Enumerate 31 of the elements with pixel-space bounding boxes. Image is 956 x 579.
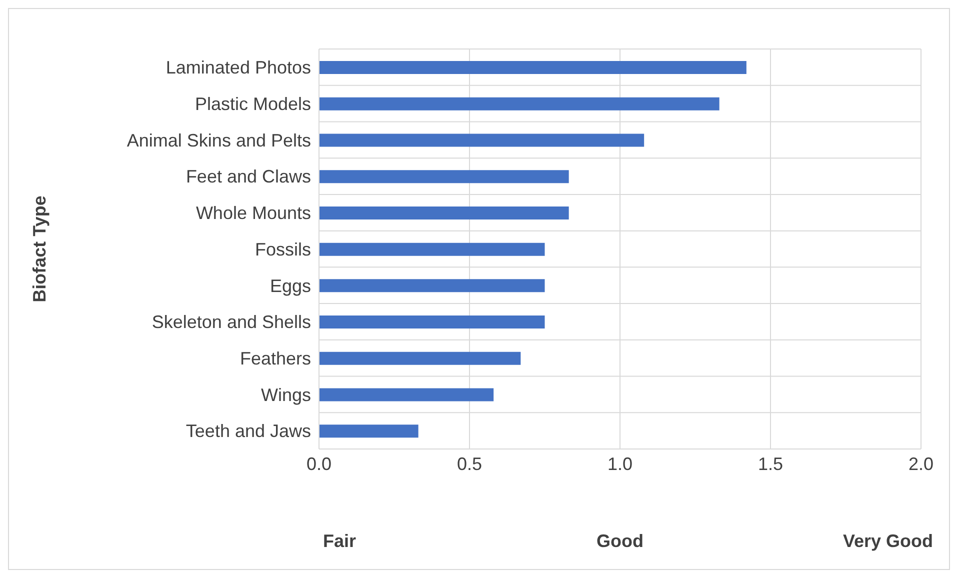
y-tick-label: Fossils bbox=[254, 239, 311, 260]
bar bbox=[319, 424, 418, 438]
y-axis-title: Biofact Type bbox=[29, 196, 50, 302]
bar bbox=[319, 279, 545, 292]
x-tick-label: 1.5 bbox=[758, 454, 784, 474]
x-tick-label: 0.5 bbox=[456, 454, 482, 474]
bar bbox=[319, 316, 545, 329]
text: Fair bbox=[323, 531, 356, 551]
bar bbox=[319, 388, 494, 402]
y-tick-label: Laminated Photos bbox=[166, 58, 311, 78]
bar bbox=[319, 242, 545, 256]
y-tick-label: Feet and Claws bbox=[186, 166, 311, 187]
y-tick-label: Plastic Models bbox=[194, 94, 311, 114]
y-tick-label: Eggs bbox=[270, 276, 311, 296]
y-tick-label: Feathers bbox=[240, 348, 311, 368]
y-tick-label: Whole Mounts bbox=[196, 203, 311, 224]
bar bbox=[319, 170, 569, 184]
x-tick-label: 2.0 bbox=[908, 454, 934, 474]
y-tick-label: Skeleton and Shells bbox=[152, 312, 311, 332]
bar bbox=[319, 97, 720, 110]
y-tick-label: Animal Skins and Pelts bbox=[126, 130, 311, 150]
bar bbox=[319, 134, 644, 147]
y-tick-label: Teeth and Jaws bbox=[186, 421, 311, 442]
text: Good bbox=[596, 531, 644, 551]
bar bbox=[319, 61, 746, 74]
x-tick-label: 1.0 bbox=[607, 454, 633, 474]
bar bbox=[319, 352, 521, 365]
bar bbox=[319, 206, 569, 220]
text: Very Good bbox=[842, 531, 933, 551]
y-tick-label: Wings bbox=[260, 384, 311, 405]
x-tick-label: 0.0 bbox=[306, 454, 332, 474]
